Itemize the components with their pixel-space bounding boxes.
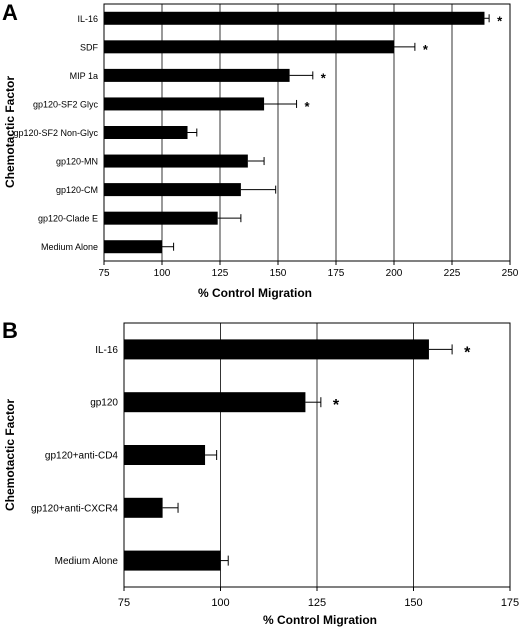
a-x-tick-label: 75 xyxy=(98,268,110,279)
a-x-tick-label: 250 xyxy=(502,268,519,279)
a-bar xyxy=(104,68,290,82)
panel-b-x-tick-labels: 75 100 125 150 175 xyxy=(118,597,519,609)
a-x-tick-label: 175 xyxy=(328,268,345,279)
panel-a-letter: A xyxy=(2,0,18,25)
b-category-label: Medium Alone xyxy=(55,556,119,567)
panel-b-y-axis-title: Chemotactic Factor xyxy=(3,399,17,511)
b-bar xyxy=(124,550,221,571)
b-x-tick-label: 100 xyxy=(211,597,229,609)
a-category-label: SDF xyxy=(80,42,99,52)
panel-b-bars xyxy=(124,339,429,571)
panel-b-x-axis-title: % Control Migration xyxy=(263,613,377,627)
b-x-tick-label: 175 xyxy=(501,597,519,609)
a-bar xyxy=(104,211,218,225)
a-category-label: Medium Alone xyxy=(41,242,98,252)
panel-b: B ** IL-16gp120gp120+anti-CD4gp120+anti-… xyxy=(2,318,519,627)
b-significance-star: * xyxy=(333,397,340,414)
a-bar xyxy=(104,154,248,168)
a-significance-star: * xyxy=(305,99,311,114)
a-category-label: gp120-MN xyxy=(56,157,98,167)
a-significance-star: * xyxy=(423,42,429,57)
b-category-label: gp120+anti-CXCR4 xyxy=(31,503,118,514)
a-bar xyxy=(104,40,394,54)
a-x-tick-label: 125 xyxy=(212,268,229,279)
a-category-label: MIP 1a xyxy=(70,71,98,81)
panel-a-y-axis-title: Chemotactic Factor xyxy=(3,76,17,188)
panel-a-significance-markers: * * * * xyxy=(305,13,504,114)
a-category-label: gp120-Clade E xyxy=(38,214,98,224)
b-category-label: gp120 xyxy=(90,398,118,409)
a-bar xyxy=(104,183,241,197)
panel-a-x-axis-title: % Control Migration xyxy=(198,286,312,300)
a-bar xyxy=(104,97,265,111)
b-x-tick-label: 150 xyxy=(404,597,422,609)
b-bar xyxy=(124,445,206,465)
panel-b-error-bars xyxy=(162,344,453,566)
a-category-label: gp120-SF2 Non-Glyc xyxy=(13,128,98,138)
panel-b-category-labels: IL-16 gp120 gp120+anti-CD4 gp120+anti-CXCR4… xyxy=(31,345,118,567)
a-x-tick-label: 100 xyxy=(154,268,171,279)
a-x-tick-label: 225 xyxy=(444,268,461,279)
a-x-tick-label: 150 xyxy=(270,268,287,279)
panel-a-bars xyxy=(104,11,485,254)
panel-b-letter: B xyxy=(2,318,18,343)
a-bar xyxy=(104,240,162,254)
b-bar xyxy=(124,497,163,518)
a-category-label: gp120-CM xyxy=(56,185,98,195)
panel-a-category-labels: IL-16 SDF MIP 1a gp120-SF2 Glyc gp120-SF2 No… xyxy=(13,14,98,252)
panel-a: A * * * * IL-16 SDF MIP 1a gp120-SF2 Glyc gp120… xyxy=(2,0,519,300)
a-significance-star: * xyxy=(497,13,503,28)
a-category-label: gp120-SF2 Glyc xyxy=(33,99,99,109)
b-x-tick-label: 125 xyxy=(308,597,326,609)
a-category-label: IL-16 xyxy=(77,14,98,24)
b-significance-star: * xyxy=(464,344,471,361)
panel-b-gridlines xyxy=(123,323,511,591)
b-bar xyxy=(124,392,306,413)
b-x-tick-label: 75 xyxy=(118,597,130,609)
a-significance-star: * xyxy=(321,70,327,85)
panel-b-significance-markers: ** xyxy=(333,344,471,414)
b-category-label: IL-16 xyxy=(95,345,118,356)
panel-a-x-tick-labels: 75 100 125 150 175 200 225 250 xyxy=(98,268,518,279)
a-x-tick-label: 200 xyxy=(386,268,403,279)
b-bar xyxy=(124,339,429,360)
a-bar xyxy=(104,11,485,25)
b-category-label: gp120+anti-CD4 xyxy=(45,451,119,462)
panel-a-error-bars xyxy=(162,14,490,251)
a-bar xyxy=(104,126,188,139)
